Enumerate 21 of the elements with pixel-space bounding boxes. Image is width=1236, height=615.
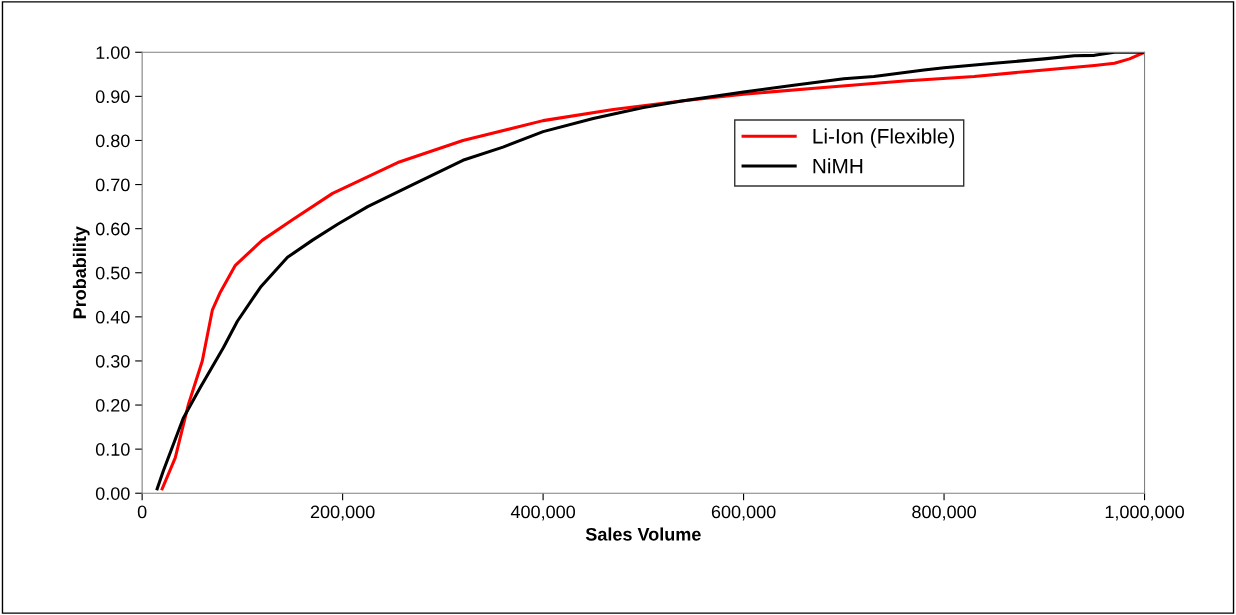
legend-label: Li-Ion (Flexible) bbox=[813, 128, 955, 148]
legend-label: NiMH bbox=[813, 158, 863, 174]
y-tick-label: 0.30 bbox=[95, 354, 130, 368]
y-tick-label: 0.40 bbox=[95, 310, 130, 324]
y-tick-label: 0.80 bbox=[95, 134, 130, 148]
y-tick-label: 0.60 bbox=[95, 222, 130, 236]
y-tick-label: 0.90 bbox=[95, 90, 130, 104]
x-tick-label: 0 bbox=[137, 505, 147, 519]
x-tick-label: 600,000 bbox=[711, 505, 776, 521]
x-tick-label: 800,000 bbox=[912, 505, 976, 521]
y-axis-title: Probability bbox=[72, 226, 90, 319]
x-tick-label: 1,000,000 bbox=[1105, 505, 1184, 521]
x-tick-label: 200,000 bbox=[310, 505, 375, 521]
y-tick-label: 0.70 bbox=[95, 178, 130, 192]
y-tick-label: 0.10 bbox=[95, 443, 130, 456]
y-tick-label: 0.50 bbox=[95, 266, 130, 280]
x-axis-title: Sales Volume bbox=[585, 527, 701, 541]
y-tick-label: 0.20 bbox=[95, 398, 130, 412]
x-tick-label: 400,000 bbox=[510, 505, 576, 521]
y-tick-label: 0.00 bbox=[95, 487, 130, 500]
y-tick-label: 1.00 bbox=[96, 46, 130, 59]
